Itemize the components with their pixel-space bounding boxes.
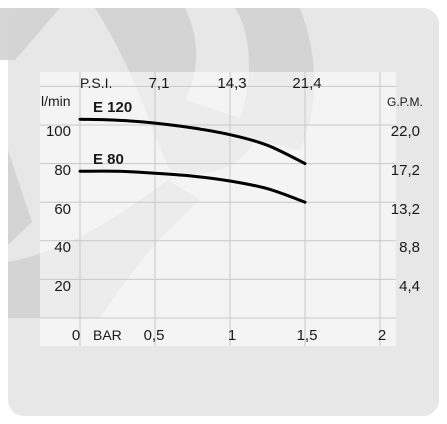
right-tick: 22,0	[391, 123, 420, 140]
y-axis-unit: l/min	[41, 93, 71, 109]
chart-grid	[40, 72, 396, 346]
y-tick: 20	[54, 278, 71, 295]
series-lines	[78, 117, 307, 204]
top-tick: 7,1	[149, 75, 170, 92]
right-axis-unit: G.P.M.	[387, 95, 423, 109]
x-tick: 2	[378, 327, 386, 344]
y-tick: 60	[54, 201, 71, 218]
x-axis-unit: BAR	[93, 327, 122, 343]
x-tick: 0	[72, 327, 80, 344]
series-line-e-80	[78, 169, 307, 204]
plot-area	[40, 72, 396, 346]
series-line-e-120	[78, 117, 307, 166]
top-axis-unit: P.S.I.	[80, 75, 112, 91]
top-tick: 14,3	[217, 75, 246, 92]
right-tick: 4,4	[399, 278, 420, 295]
y-tick: 40	[54, 239, 71, 256]
x-tick: 1,5	[297, 327, 318, 344]
top-tick: 21,4	[292, 75, 321, 92]
right-tick: 8,8	[399, 239, 420, 256]
y-tick: 100	[46, 123, 71, 140]
x-tick: 0,5	[144, 327, 165, 344]
right-tick: 17,2	[391, 162, 420, 179]
series-labels: E 120 E 80	[93, 99, 132, 168]
right-axis-ticks: 4,4 8,8 13,2 17,2 22,0	[391, 123, 420, 295]
series-label-e80: E 80	[93, 151, 124, 168]
x-axis-ticks: 0 0,5 1 1,5 2	[72, 327, 386, 344]
series-label-e120: E 120	[93, 99, 132, 116]
right-tick: 13,2	[391, 201, 420, 218]
top-axis-ticks: 7,1 14,3 21,4	[149, 75, 322, 92]
y-tick: 80	[54, 162, 71, 179]
x-tick: 1	[228, 327, 236, 344]
y-axis-ticks: 20 40 60 80 100	[46, 123, 71, 295]
